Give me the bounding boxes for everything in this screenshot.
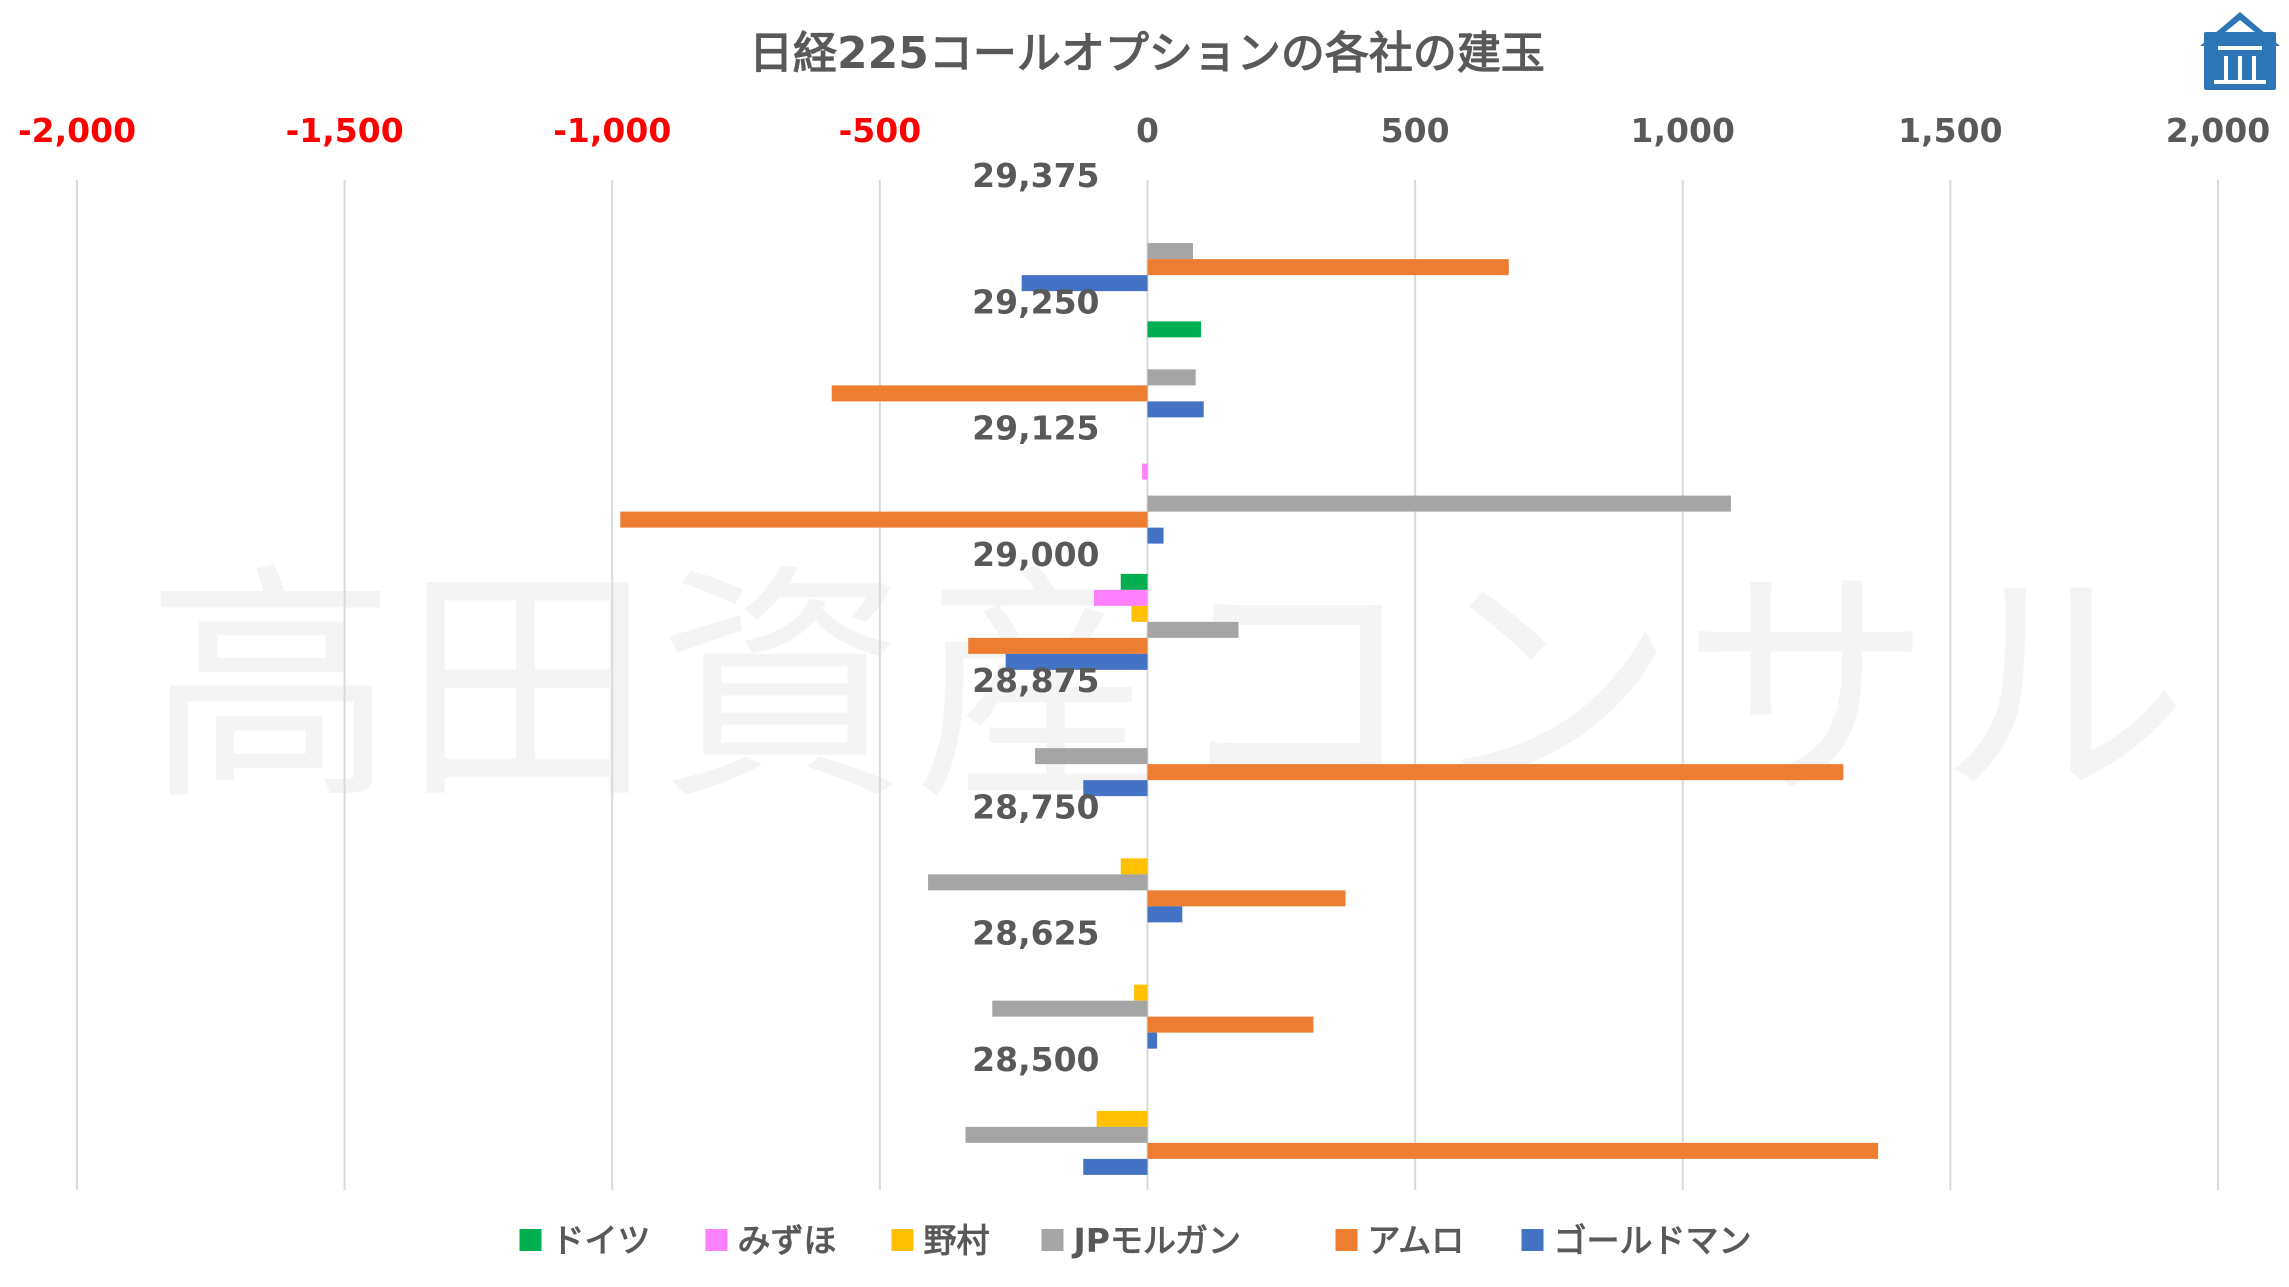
legend-label: ゴールドマン bbox=[1554, 1221, 1752, 1260]
category-label: 29,125 bbox=[972, 409, 1099, 448]
logo-mark-top bbox=[2218, 46, 2262, 50]
category-label: 28,500 bbox=[972, 1040, 1099, 1079]
bar bbox=[1147, 259, 1509, 276]
category-label: 28,625 bbox=[972, 914, 1099, 953]
x-tick-label: -1,500 bbox=[286, 111, 404, 150]
x-tick-label: 0 bbox=[1136, 111, 1159, 150]
bar bbox=[831, 385, 1148, 402]
legend-label: アムロ bbox=[1368, 1221, 1465, 1260]
bar bbox=[1134, 984, 1148, 1001]
bar bbox=[620, 511, 1148, 528]
bar bbox=[1142, 463, 1148, 480]
x-axis-ticks: -2,000 -1,500 -1,000 -500 0 500 1,000 1,500 2,00… bbox=[18, 111, 2270, 150]
legend-swatch bbox=[705, 1229, 728, 1251]
building-logo-icon bbox=[2200, 12, 2280, 90]
bar bbox=[1083, 780, 1148, 797]
bar bbox=[1096, 1110, 1148, 1127]
chart-title: 日経225コールオプションの各社の建玉 bbox=[749, 28, 1545, 79]
bar bbox=[1120, 858, 1148, 875]
category-label: 29,000 bbox=[972, 535, 1099, 574]
bar bbox=[1147, 621, 1239, 638]
bar bbox=[1147, 243, 1193, 260]
bar bbox=[1005, 653, 1148, 670]
x-tick-label: -1,000 bbox=[553, 111, 671, 150]
logo-mark-bar-2 bbox=[2238, 56, 2242, 80]
logo-mark-base bbox=[2214, 80, 2266, 84]
legend-swatch bbox=[891, 1229, 914, 1251]
bar bbox=[1147, 906, 1183, 923]
bar bbox=[1083, 1158, 1148, 1175]
bar bbox=[1147, 369, 1196, 386]
bar bbox=[1035, 748, 1148, 765]
bar bbox=[1131, 605, 1148, 622]
bar bbox=[1147, 890, 1346, 907]
legend-swatch bbox=[1041, 1229, 1064, 1251]
bar bbox=[1147, 401, 1204, 418]
bar bbox=[1093, 589, 1148, 606]
bar bbox=[965, 1126, 1148, 1143]
logo-mark-bar-3 bbox=[2252, 56, 2256, 80]
bar bbox=[928, 874, 1148, 891]
category-labels: 29,375 29,250 29,125 29,000 28,875 28,750 28,6… bbox=[972, 156, 1099, 1079]
x-tick-label: -500 bbox=[839, 111, 922, 150]
category-label: 29,375 bbox=[972, 156, 1099, 195]
bar bbox=[1147, 1032, 1158, 1049]
legend-swatch bbox=[519, 1229, 542, 1251]
bar bbox=[1147, 495, 1731, 512]
legend: ドイツ みずほ 野村 JPモルガン アムロ ゴールドマン bbox=[519, 1221, 1752, 1260]
category-label: 28,750 bbox=[972, 787, 1099, 826]
logo-mark-bar-1 bbox=[2224, 56, 2228, 80]
bar bbox=[1147, 1016, 1314, 1033]
watermark: 高田資産コンサル bbox=[146, 543, 2194, 834]
x-tick-label: 500 bbox=[1381, 111, 1450, 150]
bars bbox=[620, 243, 1879, 1175]
bar bbox=[1120, 573, 1148, 590]
bar bbox=[1147, 321, 1202, 338]
legend-label: JPモルガン bbox=[1072, 1221, 1241, 1260]
x-tick-label: 1,500 bbox=[1898, 111, 2002, 150]
category-label: 29,250 bbox=[972, 282, 1099, 321]
x-tick-label: 2,000 bbox=[2166, 111, 2270, 150]
bar bbox=[968, 637, 1148, 654]
x-tick-label: 1,000 bbox=[1631, 111, 1735, 150]
x-tick-label: -2,000 bbox=[18, 111, 136, 150]
gridlines bbox=[76, 180, 2219, 1190]
legend-label: みずほ bbox=[738, 1221, 837, 1260]
bar bbox=[1147, 1142, 1879, 1159]
legend-swatch bbox=[1521, 1229, 1544, 1251]
bar bbox=[1147, 764, 1844, 781]
category-label: 28,875 bbox=[972, 661, 1099, 700]
bar bbox=[1021, 275, 1148, 292]
bar bbox=[1147, 527, 1164, 544]
bar bbox=[992, 1000, 1148, 1017]
legend-label: ドイツ bbox=[552, 1221, 651, 1260]
legend-label: 野村 bbox=[924, 1221, 990, 1260]
legend-swatch bbox=[1335, 1229, 1358, 1251]
